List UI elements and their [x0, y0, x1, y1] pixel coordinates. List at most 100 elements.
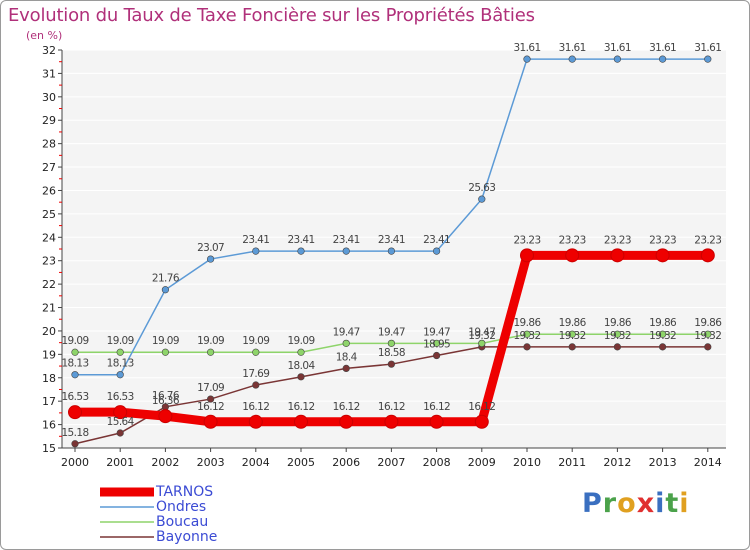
- data-point-tarnos: [294, 414, 308, 429]
- data-point-ondres: [387, 247, 396, 255]
- y-tick-label: 31: [42, 67, 56, 80]
- data-point-tarnos: [474, 414, 489, 429]
- data-point-bayonne: [704, 343, 712, 351]
- data-point-ondres: [342, 247, 350, 255]
- data-label-bayonne: 19.32: [559, 330, 586, 342]
- x-tick-label: 2005: [287, 456, 315, 469]
- y-tick-label: 27: [42, 161, 56, 174]
- data-label-boucau: 19.09: [197, 335, 224, 347]
- data-label-tarnos: 23.23: [559, 234, 586, 246]
- data-label-boucau: 19.86: [559, 317, 587, 329]
- data-label-bayonne: 18.58: [378, 347, 405, 359]
- brand-letter: i: [679, 488, 690, 519]
- data-label-bayonne: 19.32: [604, 330, 631, 342]
- data-point-ondres: [658, 55, 667, 63]
- x-tick-label: 2011: [558, 456, 586, 469]
- data-point-bayonne: [658, 343, 667, 351]
- data-label-tarnos: 16.12: [468, 401, 495, 413]
- brand-letter: o: [617, 488, 637, 519]
- data-point-tarnos: [248, 414, 263, 429]
- brand-letter: x: [636, 488, 656, 519]
- data-point-ondres: [116, 371, 124, 379]
- data-label-tarnos: 23.23: [694, 234, 721, 246]
- data-label-ondres: 18.13: [107, 358, 134, 370]
- legend-label-boucau: Boucau: [156, 514, 209, 530]
- brand-letter: i: [655, 488, 666, 519]
- x-tick-label: 2013: [649, 456, 677, 469]
- data-point-tarnos: [384, 414, 399, 429]
- chart-title: Evolution du Taux de Taxe Foncière sur l…: [8, 5, 535, 26]
- data-label-ondres: 23.41: [242, 234, 269, 246]
- data-label-ondres: 23.41: [423, 234, 450, 246]
- data-point-ondres: [523, 55, 531, 63]
- data-point-tarnos: [610, 248, 625, 263]
- data-label-boucau: 19.47: [468, 326, 495, 338]
- data-point-boucau: [613, 330, 622, 338]
- data-point-boucau: [704, 330, 712, 338]
- data-point-bayonne: [252, 381, 260, 389]
- x-tick-label: 2014: [694, 456, 722, 469]
- series-bayonne: [71, 343, 712, 448]
- data-point-bayonne: [523, 343, 531, 351]
- x-tick-label: 2007: [377, 456, 405, 469]
- brand-letter: P: [582, 488, 603, 519]
- data-label-bayonne: 17.09: [197, 382, 224, 394]
- data-label-boucau: 19.86: [694, 317, 722, 329]
- data-label-boucau: 19.86: [649, 317, 677, 329]
- x-tick-label: 2012: [603, 456, 631, 469]
- data-label-bayonne: 19.32: [694, 330, 721, 342]
- data-label-ondres: 31.61: [694, 42, 721, 54]
- data-point-bayonne: [433, 351, 441, 360]
- data-label-ondres: 23.41: [333, 234, 360, 246]
- data-point-boucau: [297, 348, 305, 356]
- y-tick-label: 20: [42, 325, 56, 338]
- legend-label-tarnos: TARNOS: [156, 484, 214, 500]
- y-tick-label: 15: [42, 442, 56, 455]
- data-label-boucau: 19.47: [333, 326, 360, 338]
- data-point-tarnos: [520, 248, 534, 263]
- data-label-boucau: 19.86: [604, 317, 632, 329]
- data-label-tarnos: 16.12: [287, 401, 314, 413]
- data-point-tarnos: [339, 414, 354, 429]
- y-unit-label: (en %): [26, 29, 63, 42]
- data-label-tarnos: 16.12: [333, 401, 360, 413]
- series-ondres: [71, 55, 712, 379]
- x-tick-label: 2009: [468, 456, 496, 469]
- data-point-bayonne: [342, 364, 350, 373]
- data-point-bayonne: [297, 373, 305, 381]
- data-label-ondres: 31.61: [604, 42, 631, 54]
- data-point-boucau: [478, 339, 486, 347]
- data-label-tarnos: 16.12: [378, 401, 405, 413]
- x-tick-label: 2008: [423, 456, 451, 469]
- y-tick-label: 18: [42, 372, 56, 385]
- data-label-ondres: 21.76: [152, 273, 180, 285]
- y-tick-label: 25: [42, 208, 56, 221]
- data-label-ondres: 23.07: [197, 242, 224, 254]
- data-label-ondres: 31.61: [513, 42, 540, 54]
- data-label-boucau: 19.09: [242, 335, 269, 347]
- y-tick-label: 26: [42, 184, 56, 197]
- data-point-tarnos: [203, 414, 218, 429]
- brand-letter: t: [665, 488, 680, 519]
- data-point-ondres: [207, 255, 215, 263]
- data-point-tarnos: [565, 248, 580, 263]
- data-label-boucau: 19.09: [107, 335, 134, 347]
- data-label-tarnos: 23.23: [649, 234, 676, 246]
- x-tick-label: 2002: [151, 456, 179, 469]
- y-tick-label: 28: [42, 138, 56, 151]
- data-point-bayonne: [207, 395, 215, 403]
- data-label-tarnos: 16.53: [61, 391, 88, 403]
- data-label-tarnos: 16.12: [423, 401, 450, 413]
- data-point-boucau: [658, 330, 667, 338]
- data-point-bayonne: [387, 360, 396, 368]
- data-point-ondres: [433, 247, 441, 255]
- y-tick-label: 23: [42, 255, 56, 268]
- data-point-boucau: [116, 348, 124, 356]
- data-point-ondres: [71, 371, 79, 379]
- brand-letter: r: [602, 488, 618, 519]
- data-point-bayonne: [116, 429, 124, 437]
- brand-logo: Proxiti: [582, 488, 690, 519]
- data-label-bayonne: 15.18: [61, 427, 88, 439]
- y-tick-label: 16: [42, 419, 56, 432]
- x-tick-label: 2004: [242, 456, 270, 469]
